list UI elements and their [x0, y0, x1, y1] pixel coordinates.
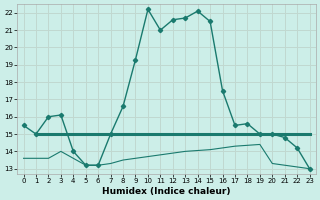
X-axis label: Humidex (Indice chaleur): Humidex (Indice chaleur) — [102, 187, 231, 196]
